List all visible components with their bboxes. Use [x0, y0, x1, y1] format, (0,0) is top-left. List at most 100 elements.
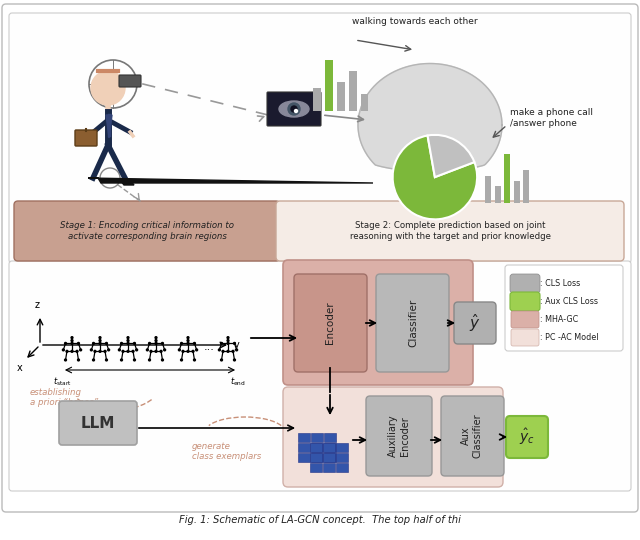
- Polygon shape: [106, 115, 112, 138]
- Bar: [336, 443, 348, 452]
- FancyBboxPatch shape: [119, 75, 141, 87]
- Circle shape: [221, 342, 223, 345]
- Circle shape: [232, 350, 234, 352]
- Circle shape: [77, 342, 79, 345]
- Text: Stage 2: Complete prediction based on joint
reasoning with the target and prior : Stage 2: Complete prediction based on jo…: [349, 221, 550, 241]
- Circle shape: [90, 349, 92, 351]
- Bar: [349, 71, 356, 111]
- Circle shape: [180, 342, 182, 345]
- Text: generate
class exemplars: generate class exemplars: [192, 442, 261, 461]
- Circle shape: [227, 337, 229, 339]
- Polygon shape: [88, 178, 373, 183]
- FancyBboxPatch shape: [366, 396, 432, 476]
- Bar: [336, 463, 348, 472]
- Circle shape: [120, 359, 122, 361]
- Text: x: x: [17, 363, 23, 373]
- FancyBboxPatch shape: [75, 130, 97, 146]
- Circle shape: [122, 350, 124, 352]
- Circle shape: [65, 359, 67, 361]
- FancyBboxPatch shape: [283, 387, 503, 487]
- Circle shape: [94, 350, 96, 352]
- Circle shape: [136, 349, 138, 351]
- Text: establishing
a priori “bones”: establishing a priori “bones”: [30, 388, 99, 407]
- Bar: [336, 453, 348, 462]
- Circle shape: [127, 340, 129, 341]
- Circle shape: [108, 349, 109, 351]
- Bar: [298, 453, 310, 462]
- Circle shape: [294, 110, 298, 112]
- Circle shape: [104, 350, 106, 352]
- Circle shape: [80, 349, 81, 351]
- Circle shape: [99, 337, 101, 339]
- Ellipse shape: [279, 101, 309, 117]
- Circle shape: [99, 350, 101, 352]
- FancyBboxPatch shape: [441, 396, 504, 476]
- Circle shape: [147, 349, 148, 351]
- FancyBboxPatch shape: [59, 401, 137, 445]
- Bar: [323, 463, 335, 472]
- Circle shape: [127, 337, 129, 339]
- Bar: [311, 453, 323, 462]
- Circle shape: [234, 342, 236, 345]
- Text: $t_\mathrm{start}$: $t_\mathrm{start}$: [52, 375, 72, 388]
- Bar: [324, 443, 336, 452]
- Circle shape: [291, 106, 297, 112]
- Circle shape: [71, 337, 73, 339]
- Circle shape: [77, 359, 79, 361]
- Circle shape: [63, 349, 64, 351]
- Bar: [495, 186, 501, 202]
- Text: Encoder: Encoder: [325, 302, 335, 345]
- FancyBboxPatch shape: [283, 260, 473, 385]
- Text: : Aux CLS Loss: : Aux CLS Loss: [540, 298, 598, 307]
- Text: : PC -AC Model: : PC -AC Model: [540, 334, 598, 342]
- Circle shape: [288, 103, 300, 115]
- Polygon shape: [120, 180, 134, 185]
- Circle shape: [120, 342, 122, 345]
- Circle shape: [148, 342, 150, 345]
- FancyBboxPatch shape: [294, 274, 367, 372]
- Circle shape: [134, 359, 136, 361]
- FancyBboxPatch shape: [376, 274, 449, 372]
- Circle shape: [192, 350, 194, 352]
- Bar: [311, 443, 323, 452]
- Circle shape: [155, 342, 157, 345]
- Circle shape: [161, 342, 163, 345]
- Text: $t_\mathrm{end}$: $t_\mathrm{end}$: [230, 375, 246, 388]
- Circle shape: [150, 350, 152, 352]
- Circle shape: [93, 342, 95, 345]
- Text: ...: ...: [204, 342, 214, 352]
- Text: y: y: [234, 340, 240, 350]
- Circle shape: [71, 350, 73, 352]
- Text: Fig. 1: Schematic of LA-GCN concept.  The top half of thi: Fig. 1: Schematic of LA-GCN concept. The…: [179, 515, 461, 525]
- Circle shape: [227, 342, 229, 345]
- Circle shape: [93, 359, 95, 361]
- Circle shape: [182, 350, 184, 352]
- Text: $\hat{y}_c$: $\hat{y}_c$: [519, 427, 535, 447]
- Circle shape: [99, 342, 101, 345]
- Circle shape: [148, 359, 150, 361]
- Bar: [311, 433, 323, 442]
- Circle shape: [180, 359, 182, 361]
- Bar: [310, 453, 322, 462]
- Bar: [298, 443, 310, 452]
- Bar: [361, 94, 369, 111]
- Circle shape: [106, 359, 108, 361]
- Bar: [337, 83, 345, 111]
- Bar: [323, 453, 335, 462]
- Text: : MHA-GC: : MHA-GC: [540, 315, 579, 325]
- Circle shape: [132, 350, 134, 352]
- FancyBboxPatch shape: [9, 13, 631, 263]
- Bar: [325, 60, 333, 111]
- Circle shape: [155, 340, 157, 341]
- Bar: [513, 181, 520, 202]
- Circle shape: [99, 340, 101, 341]
- FancyBboxPatch shape: [511, 311, 539, 328]
- Circle shape: [127, 350, 129, 352]
- Bar: [324, 433, 336, 442]
- Text: z: z: [35, 300, 40, 310]
- Bar: [324, 453, 336, 462]
- Circle shape: [155, 337, 157, 339]
- Circle shape: [65, 342, 67, 345]
- Circle shape: [187, 342, 189, 345]
- Text: Auxiliary
Encoder: Auxiliary Encoder: [388, 415, 410, 457]
